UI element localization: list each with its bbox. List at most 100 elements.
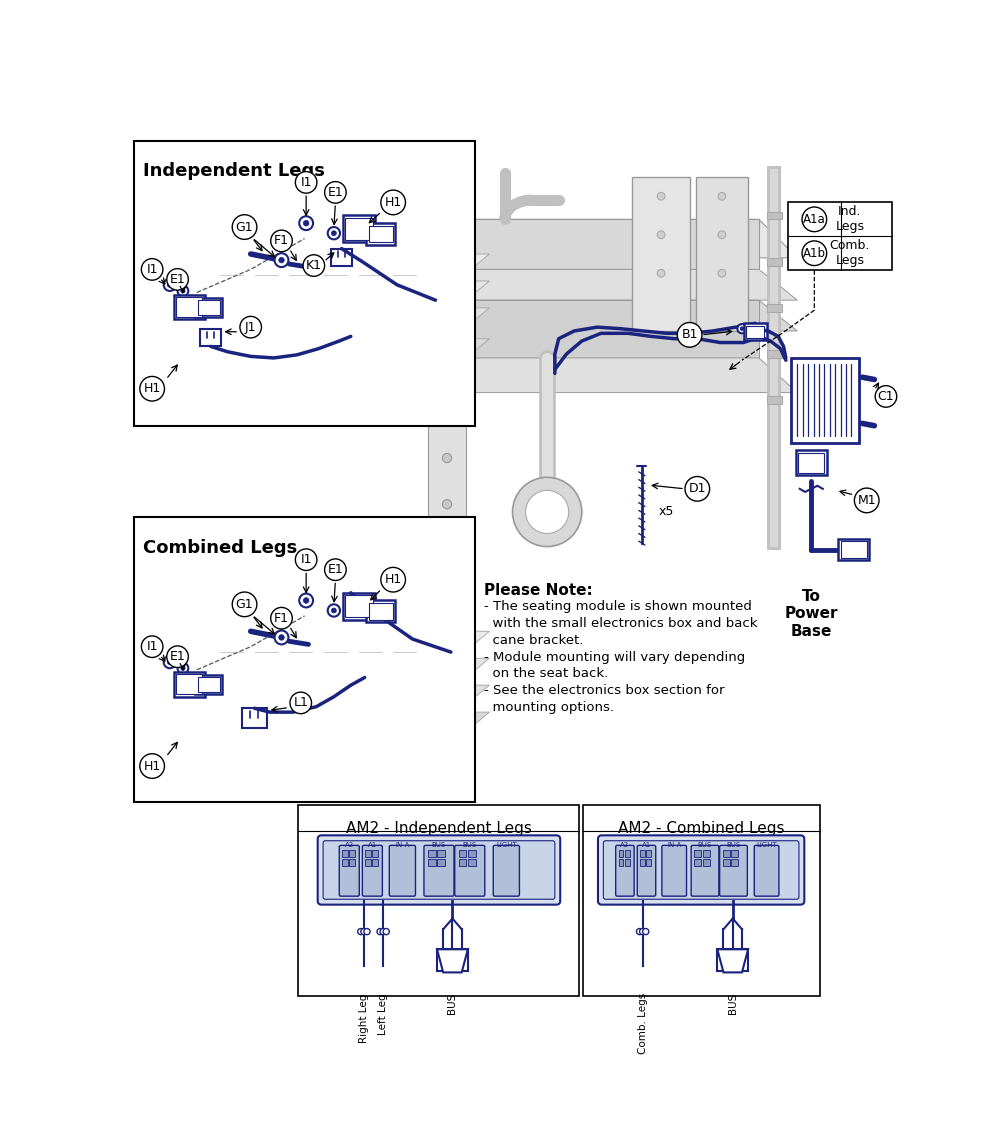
- FancyBboxPatch shape: [754, 845, 779, 896]
- Bar: [428, 850, 436, 857]
- FancyBboxPatch shape: [616, 845, 634, 896]
- Circle shape: [178, 663, 188, 673]
- Text: I1: I1: [146, 641, 158, 653]
- Circle shape: [740, 327, 744, 331]
- Bar: [646, 850, 651, 857]
- Bar: [369, 603, 393, 619]
- Text: BUS: BUS: [462, 843, 477, 848]
- Bar: [365, 859, 371, 866]
- Bar: [767, 258, 782, 266]
- Text: K1: K1: [306, 259, 322, 272]
- Circle shape: [141, 636, 163, 657]
- Text: IN-A: IN-A: [395, 843, 410, 848]
- Bar: [838, 539, 869, 561]
- Circle shape: [325, 559, 346, 580]
- Text: E1: E1: [170, 651, 185, 663]
- Bar: [342, 859, 348, 866]
- Circle shape: [442, 222, 452, 231]
- Text: I1: I1: [300, 176, 312, 188]
- Bar: [767, 396, 782, 404]
- Circle shape: [271, 607, 292, 629]
- Circle shape: [442, 361, 452, 370]
- Circle shape: [737, 324, 747, 333]
- Text: B1: B1: [681, 329, 698, 341]
- Polygon shape: [151, 280, 489, 301]
- Text: H1: H1: [144, 760, 161, 773]
- Bar: [640, 859, 645, 866]
- Text: C1: C1: [878, 390, 894, 403]
- Circle shape: [181, 666, 185, 671]
- FancyBboxPatch shape: [493, 845, 519, 896]
- Bar: [437, 949, 468, 971]
- Bar: [696, 177, 748, 331]
- Circle shape: [303, 598, 309, 604]
- Bar: [694, 859, 701, 866]
- Bar: [176, 297, 202, 318]
- Text: A1b: A1b: [803, 247, 826, 259]
- Circle shape: [442, 268, 452, 278]
- Circle shape: [328, 605, 340, 617]
- Circle shape: [303, 255, 325, 276]
- Text: A1: A1: [368, 843, 377, 848]
- Circle shape: [279, 257, 284, 263]
- Bar: [174, 672, 205, 697]
- Bar: [343, 592, 375, 619]
- Bar: [372, 850, 378, 857]
- Bar: [703, 850, 710, 857]
- Text: F1: F1: [274, 234, 289, 247]
- FancyBboxPatch shape: [362, 845, 382, 896]
- Polygon shape: [139, 328, 466, 358]
- Bar: [342, 850, 348, 857]
- Circle shape: [718, 192, 726, 200]
- Circle shape: [380, 929, 386, 935]
- Text: on the seat back.: on the seat back.: [484, 668, 608, 680]
- Circle shape: [643, 929, 649, 935]
- Polygon shape: [428, 196, 466, 543]
- FancyBboxPatch shape: [339, 845, 359, 896]
- Bar: [331, 249, 352, 266]
- Circle shape: [718, 269, 726, 277]
- Circle shape: [240, 316, 261, 338]
- Circle shape: [140, 376, 164, 401]
- Polygon shape: [151, 678, 466, 705]
- Polygon shape: [151, 301, 466, 328]
- Text: I1: I1: [146, 263, 158, 276]
- Bar: [345, 218, 373, 240]
- Text: Comb. Legs: Comb. Legs: [638, 993, 648, 1055]
- Bar: [625, 850, 630, 857]
- Circle shape: [303, 220, 309, 226]
- Polygon shape: [139, 307, 489, 328]
- Circle shape: [718, 231, 726, 239]
- Text: Please Note:: Please Note:: [484, 582, 593, 598]
- Bar: [731, 859, 738, 866]
- FancyBboxPatch shape: [323, 840, 555, 899]
- Bar: [134, 517, 475, 802]
- Text: H1: H1: [385, 573, 402, 586]
- Bar: [349, 859, 355, 866]
- Circle shape: [295, 549, 317, 570]
- Circle shape: [685, 477, 710, 502]
- Text: G1: G1: [236, 598, 253, 610]
- Bar: [731, 850, 738, 857]
- Circle shape: [178, 286, 188, 296]
- FancyBboxPatch shape: [424, 845, 454, 896]
- Bar: [198, 301, 220, 315]
- Bar: [437, 859, 445, 866]
- Polygon shape: [139, 686, 489, 705]
- Polygon shape: [428, 358, 797, 393]
- Polygon shape: [166, 632, 489, 651]
- Circle shape: [275, 631, 288, 644]
- Bar: [625, 859, 630, 866]
- Bar: [723, 850, 730, 857]
- Circle shape: [325, 182, 346, 203]
- Circle shape: [232, 214, 257, 239]
- FancyBboxPatch shape: [720, 845, 747, 896]
- Text: J1: J1: [245, 321, 256, 333]
- Circle shape: [164, 656, 176, 669]
- Bar: [343, 215, 375, 242]
- Text: Combined Legs: Combined Legs: [143, 539, 297, 557]
- Polygon shape: [437, 949, 468, 973]
- Text: To
Power
Base: To Power Base: [785, 589, 838, 638]
- Bar: [703, 859, 710, 866]
- Polygon shape: [428, 219, 759, 269]
